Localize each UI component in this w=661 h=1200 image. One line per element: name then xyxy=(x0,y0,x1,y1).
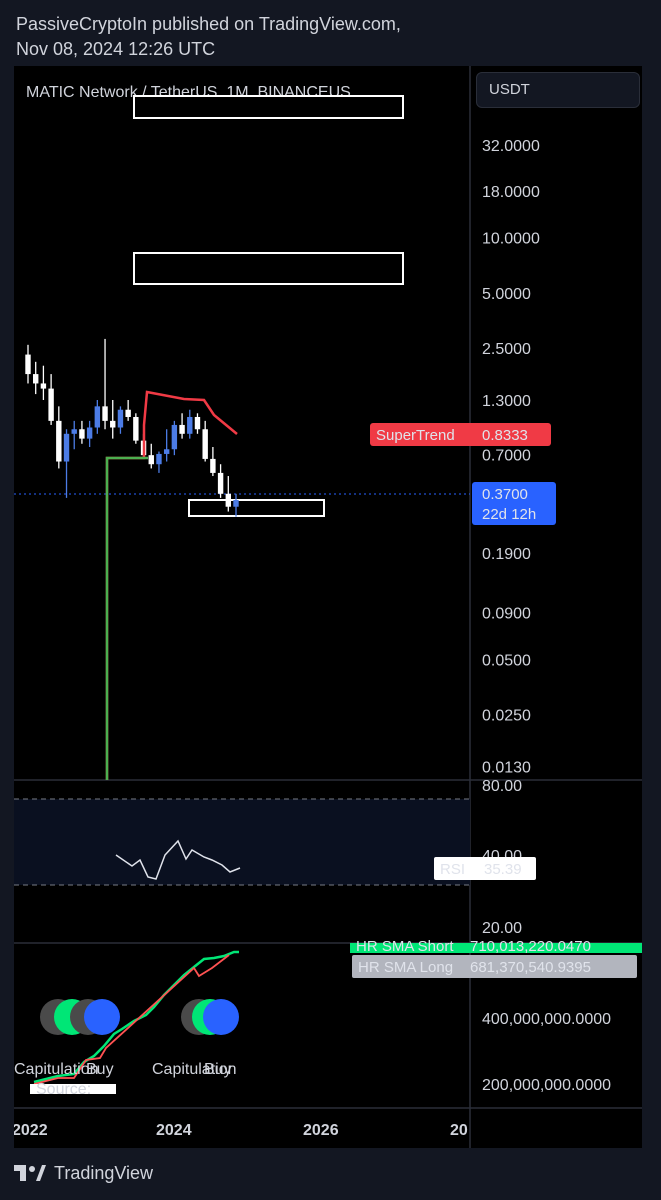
candle-body xyxy=(110,420,116,428)
candle-body xyxy=(79,429,85,439)
currency-selector[interactable]: USDT xyxy=(476,72,640,108)
supertrend-value: 0.8333 xyxy=(482,427,528,444)
time-tick-label: 2024 xyxy=(156,1122,192,1139)
candle-body xyxy=(56,420,62,462)
price-tick-label: 18.0000 xyxy=(482,184,540,201)
hr-sma-short-label: HR SMA Short xyxy=(356,938,454,955)
candle-body xyxy=(171,424,178,450)
rsi-band xyxy=(14,799,470,885)
candle-body xyxy=(187,416,193,434)
zone-box xyxy=(133,252,404,285)
buy-label: Buy xyxy=(86,1061,114,1078)
current-price-label: 0.3700 xyxy=(482,486,528,503)
rsi-label: RSI xyxy=(440,861,465,878)
hr-sma-long-value: 681,370,540.9395 xyxy=(470,959,591,976)
hr-tick-label: 200,000,000.0000 xyxy=(482,1077,611,1094)
candle-body xyxy=(194,416,201,430)
footer: TradingView xyxy=(14,1160,153,1186)
buy-marker xyxy=(84,999,120,1035)
price-tick-label: 5.0000 xyxy=(482,286,531,303)
publish-date: Nov 08, 2024 12:26 UTC xyxy=(16,39,216,59)
source-label: Source: xyxy=(36,1081,91,1098)
price-tick-label: 32.0000 xyxy=(482,138,540,155)
hr-sma-long-tag xyxy=(352,955,637,978)
candle-body xyxy=(63,433,70,462)
buy-marker xyxy=(203,999,239,1035)
hr-sma-long-label: HR SMA Long xyxy=(358,959,453,976)
rsi-tick-label: 80.00 xyxy=(482,778,522,795)
hr-sma-short-value: 710,013,220.0470 xyxy=(470,938,591,955)
rsi-line xyxy=(115,839,241,880)
zone-box xyxy=(133,95,404,119)
time-tick-label: 20 xyxy=(450,1122,468,1139)
price-tick-label: 0.1900 xyxy=(482,546,531,563)
hr-tick-label: 400,000,000.0000 xyxy=(482,1011,611,1028)
candle-body xyxy=(217,472,224,494)
zone-box xyxy=(188,499,325,517)
price-tick-label: 1.3000 xyxy=(482,393,531,410)
price-tick-label: 10.0000 xyxy=(482,231,540,248)
capitulation-label: Capitulation xyxy=(14,1061,99,1078)
price-tick-label: 0.0250 xyxy=(482,707,531,724)
price-tick-label: 2.5000 xyxy=(482,341,531,358)
candle-body xyxy=(225,493,231,507)
price-tick-label: 0.0130 xyxy=(482,760,531,777)
chart-canvas[interactable]: MATIC Network / TetherUS, 1M, BINANCEUS.… xyxy=(14,66,642,1148)
price-tick-label: 0.0500 xyxy=(482,652,531,669)
candle-body xyxy=(117,409,124,428)
candle-body xyxy=(71,429,77,434)
candle-body xyxy=(102,406,108,421)
supertrend-label: SuperTrend xyxy=(376,427,455,444)
candle-body xyxy=(133,416,139,441)
candle-body xyxy=(40,383,47,389)
hr-sma-long-line xyxy=(33,954,230,1085)
candle-body xyxy=(86,427,93,439)
candle-body xyxy=(202,429,208,459)
candle-body xyxy=(148,455,154,465)
candle-body xyxy=(179,424,185,434)
price-tick-label: 0.0900 xyxy=(482,606,531,623)
supertrend-tag xyxy=(370,423,551,446)
price-tag xyxy=(472,482,556,525)
source-label-bg xyxy=(30,1084,116,1094)
supertrend-line xyxy=(105,390,238,780)
rsi-tick-label: 20.00 xyxy=(482,920,522,937)
candle-body xyxy=(25,354,31,375)
publisher-line: PassiveCryptoIn published on TradingView… xyxy=(16,14,401,34)
rsi-value: 35.39 xyxy=(484,861,522,878)
buy-label: Buy xyxy=(204,1061,232,1078)
hr-sma-short-tag xyxy=(350,943,642,953)
candle-body xyxy=(48,388,54,421)
brand-name: TradingView xyxy=(54,1162,154,1183)
candle-body xyxy=(210,458,216,473)
tradingview-logo-icon xyxy=(14,1165,46,1181)
time-tick-label: 2026 xyxy=(303,1122,339,1139)
capitulation-label: Capitulation xyxy=(152,1061,237,1078)
price-tick-label: 0.7000 xyxy=(482,447,531,464)
currency-label: USDT xyxy=(489,81,530,98)
rsi-tag xyxy=(434,857,536,880)
candle-body xyxy=(233,500,239,507)
publish-header: PassiveCryptoIn published on TradingView… xyxy=(16,12,401,62)
candle-body xyxy=(125,409,131,417)
supertrend-up-line xyxy=(105,456,148,780)
candle-body xyxy=(33,374,39,384)
candle-body xyxy=(163,449,170,454)
candle-body xyxy=(94,406,101,428)
countdown-label: 22d 12h xyxy=(482,506,536,523)
time-tick-label: 2022 xyxy=(14,1122,48,1139)
chart-frame[interactable]: MATIC Network / TetherUS, 1M, BINANCEUS.… xyxy=(14,66,642,1148)
candle-body xyxy=(156,453,162,465)
